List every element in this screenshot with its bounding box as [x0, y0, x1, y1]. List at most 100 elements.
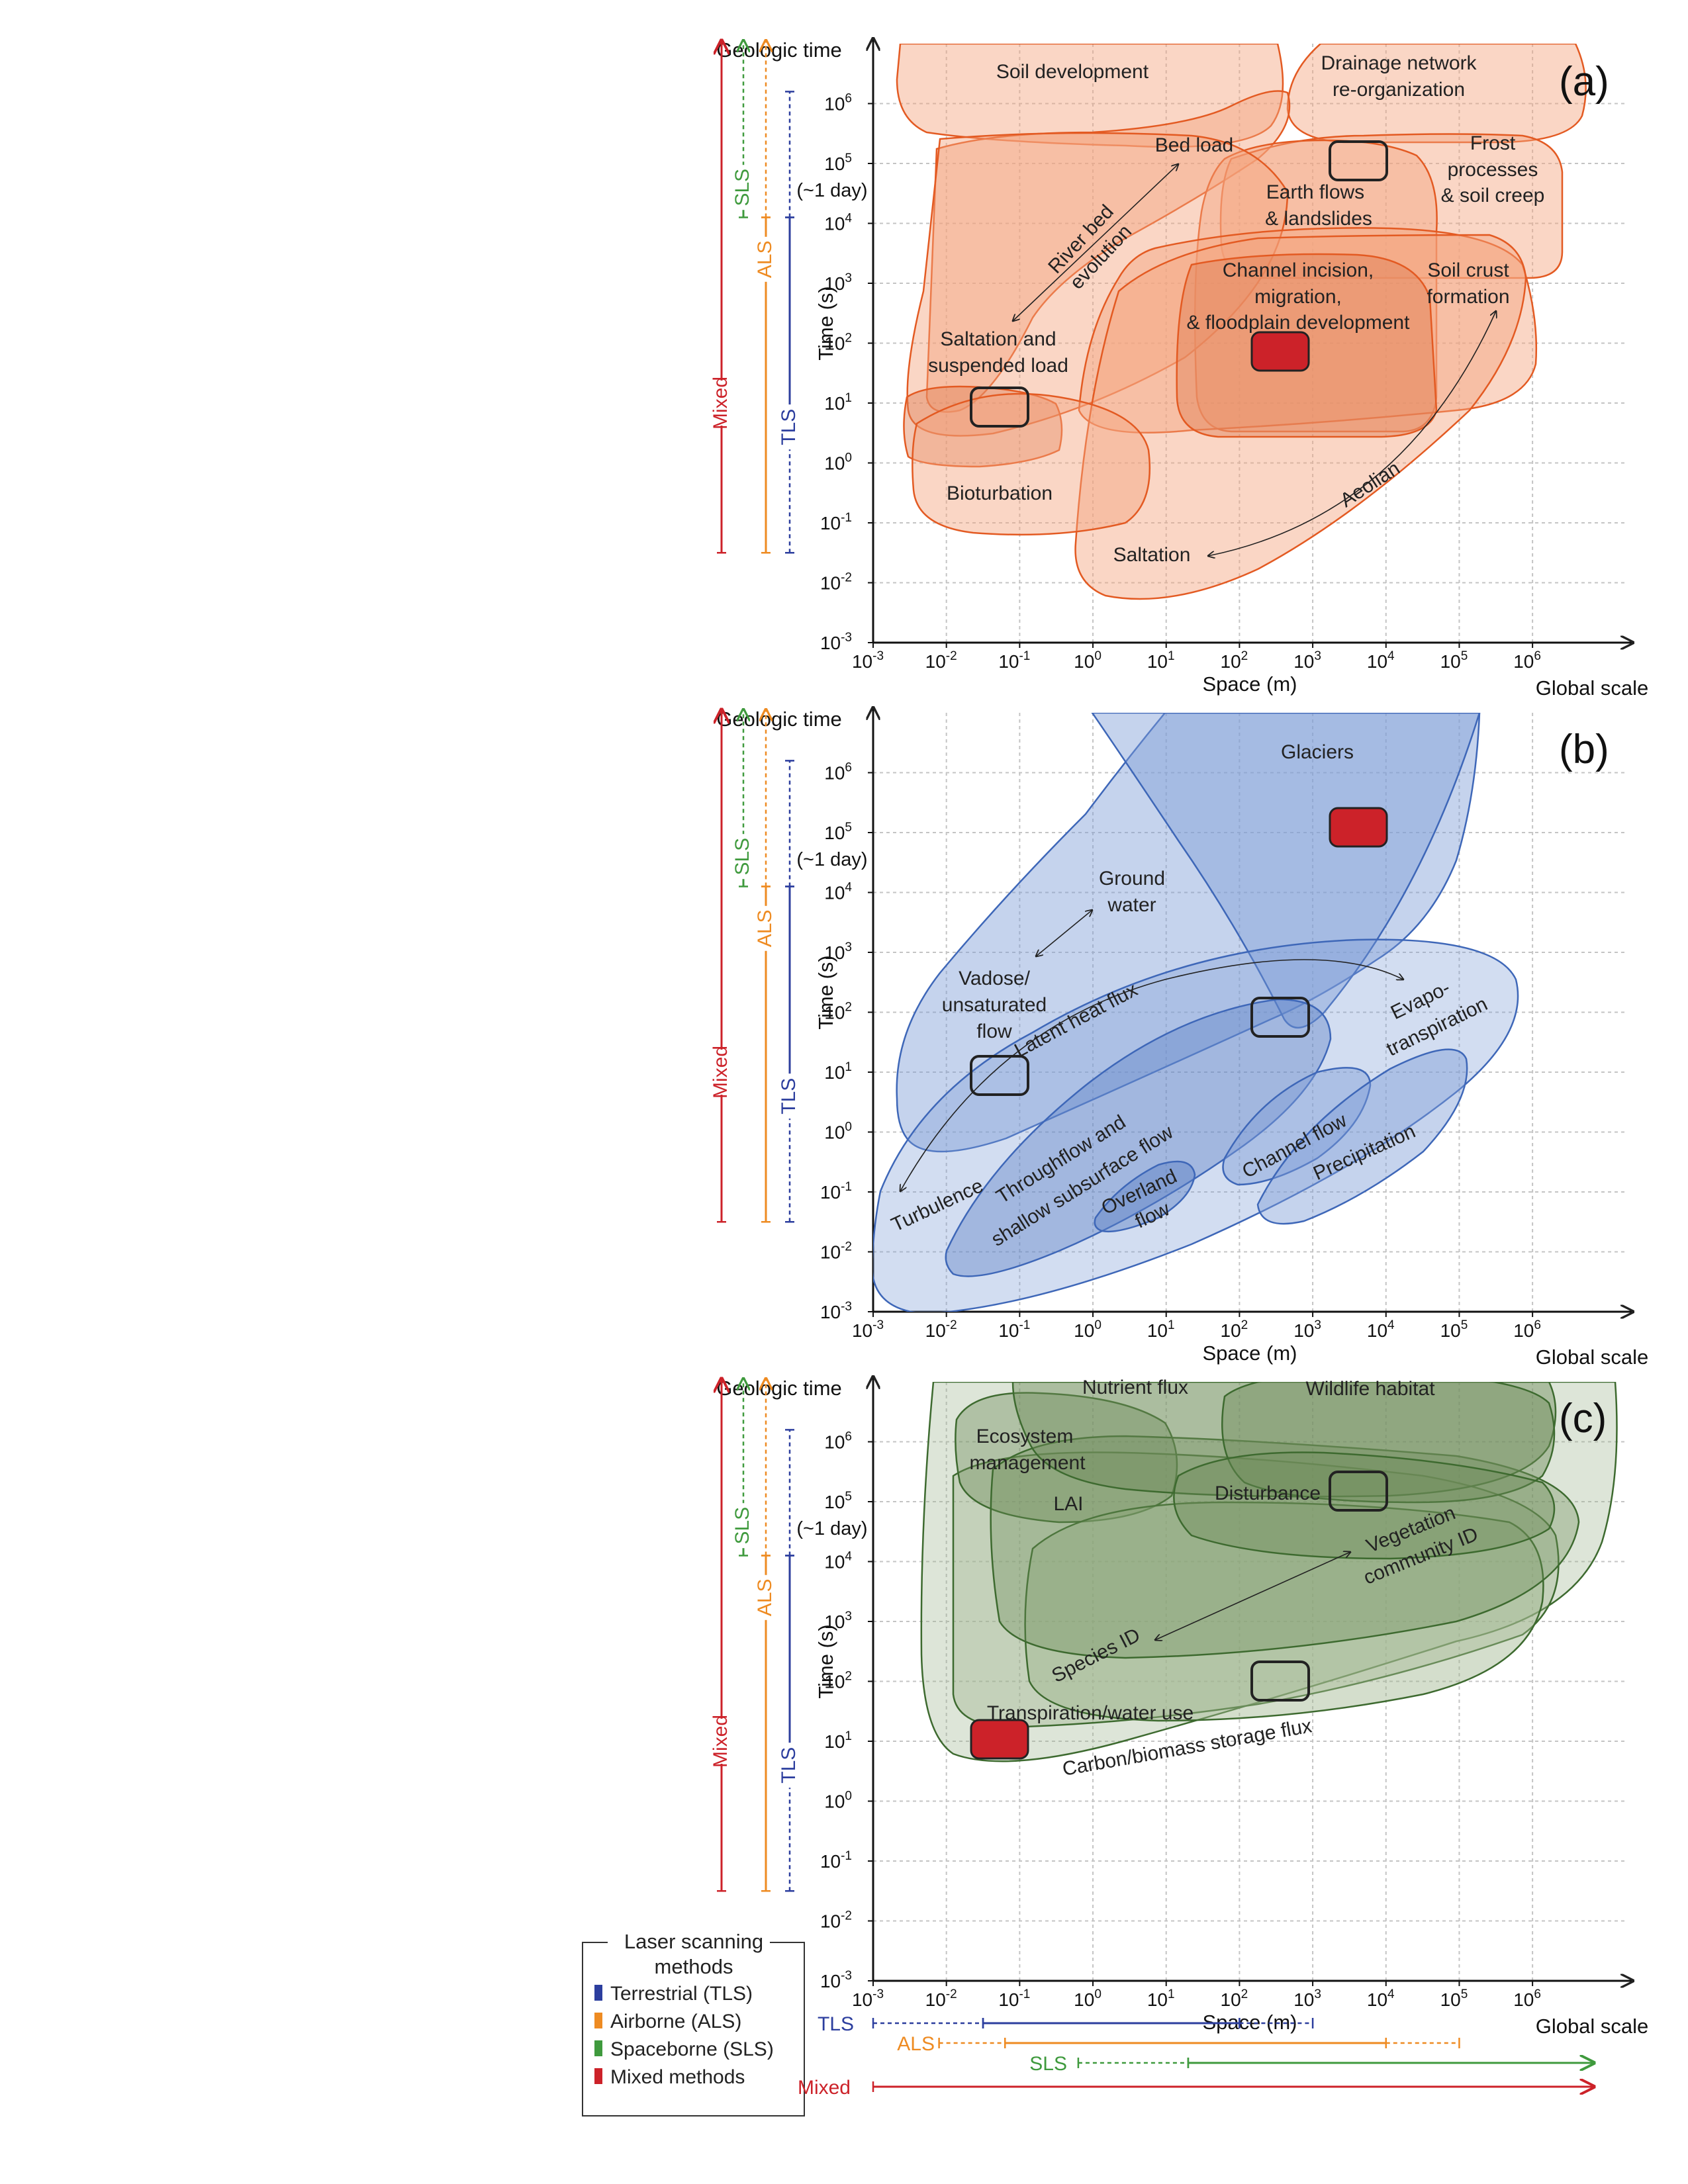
x-tick-label: 103 [1293, 649, 1321, 672]
y-tick-label: 10-1 [820, 1849, 852, 1872]
y-tick-label: 105 [824, 821, 852, 843]
x-tick-label: 105 [1440, 1318, 1468, 1341]
legend-item-tls: Terrestrial (TLS) [594, 1983, 753, 2005]
x-tick-label: 106 [1513, 1987, 1541, 2010]
space-range-label-mixed: Mixed [798, 2077, 851, 2099]
legend-swatch-mixed [594, 2068, 602, 2084]
x-tick-label: 10-2 [925, 1987, 957, 2010]
space-range-label-tls: TLS [818, 2013, 854, 2035]
legend: Laser scanning methods Terrestrial (TLS)… [582, 1930, 805, 2116]
label-vadose-2: unsaturated [942, 994, 1047, 1016]
panel-label-b: (b) [1559, 727, 1609, 772]
x-tick-label: 101 [1147, 1987, 1175, 2010]
x-axis-title: Space (m) [1203, 1342, 1297, 1365]
time-range-sls: SLS [731, 1379, 753, 1557]
y-tick-label: 10-1 [820, 1180, 852, 1203]
time-range-label-sls: SLS [731, 169, 753, 206]
x-tick-label: 10-3 [852, 649, 884, 672]
tls-footprint-box [970, 387, 1029, 428]
label-frost-3: & soil creep [1441, 185, 1545, 206]
label-saltation-suspended-1: Saltation and [940, 328, 1056, 350]
time-range-label-tls: TLS [778, 409, 800, 445]
panel-c: 10-3 10-2 10-1 100 101 102 103 104 105 106 10-3 10-… [710, 1373, 1648, 2038]
one-day-label: (~1 day) [796, 849, 867, 870]
y-tick-label: 10-2 [820, 1909, 852, 1932]
label-soil-development: Soil development [996, 61, 1149, 83]
space-range-als: ALS [897, 2033, 1460, 2055]
mixed-footprint-box [1250, 331, 1310, 372]
x-tick-label: 102 [1221, 1318, 1248, 1341]
x-axis-title: Space (m) [1203, 672, 1297, 696]
time-range-label-tls: TLS [778, 1078, 800, 1115]
aeolian-arrow [1208, 311, 1496, 556]
time-range-tls: TLS [778, 91, 800, 554]
y-tick-label: 105 [824, 152, 852, 174]
y-tick-label: 100 [824, 1120, 852, 1143]
time-range-sls: SLS [731, 709, 753, 887]
label-ecosystem-2: management [969, 1452, 1086, 1474]
x-tick-label: 101 [1147, 649, 1175, 672]
mixed-footprint-box-b [1329, 807, 1388, 848]
panel-label-a: (a) [1559, 59, 1609, 105]
region-ecosystem-management [955, 1392, 1178, 1524]
region-nutrient-flux [1011, 1382, 1557, 1498]
label-nutrient-flux: Nutrient flux [1082, 1377, 1188, 1398]
one-day-label: (~1 day) [796, 1518, 867, 1539]
panel-a-axes: 10-3 10-2 10-1 100 101 102 103 104 105 106 10-3 10-… [710, 38, 1648, 700]
label-bed-load: Bed load [1155, 134, 1233, 156]
y-tick-label: 106 [824, 1430, 852, 1453]
sls-footprint-box-c [1329, 1471, 1388, 1512]
x-tick-label: 105 [1440, 1987, 1468, 2010]
time-range-mixed: Mixed [710, 709, 731, 1223]
panel-b: 10-3 10-2 10-1 100 101 102 103 104 105 106 10-3 10-… [710, 707, 1648, 1369]
legend-label-als: Airborne (ALS) [610, 2011, 741, 2032]
legend-swatch-tls [594, 1985, 602, 2001]
legend-items: Terrestrial (TLS) Airborne (ALS) Spaceborn… [594, 1983, 774, 2088]
river-bed-arrow [1013, 164, 1178, 321]
time-range-tls: TLS [778, 760, 800, 1223]
x-tick-label: 10-3 [852, 1987, 884, 2010]
region-wildlife-habitat [1221, 1382, 1556, 1504]
space-range-mixed: Mixed [798, 2077, 1594, 2099]
x-tick-label: 106 [1513, 1318, 1541, 1341]
time-range-sls: SLS [731, 40, 753, 218]
y-tick-label: 100 [824, 451, 852, 474]
y-tick-label: 10-3 [820, 1300, 852, 1322]
y-axis-title: Time (s) [814, 1624, 837, 1699]
y-tick-label: 10-2 [820, 1240, 852, 1263]
label-wildlife-habitat: Wildlife habitat [1305, 1378, 1435, 1400]
region-bioturbation [912, 392, 1151, 536]
space-range-label-sls: SLS [1029, 2053, 1067, 2075]
y-tick-label: 10-2 [820, 571, 852, 594]
x-tick-label: 102 [1221, 649, 1248, 672]
label-drainage-2: re-organization [1333, 79, 1465, 101]
x-tick-label: 100 [1074, 1987, 1102, 2010]
label-ground-1: Ground [1099, 868, 1165, 889]
x-tick-label: 10-1 [998, 649, 1030, 672]
groundwater-arrow [1036, 910, 1092, 956]
label-channel-2: migration, [1254, 286, 1342, 308]
x-tick-label: 10-2 [925, 649, 957, 672]
x-tick-label: 105 [1440, 649, 1468, 672]
time-range-als: ALS [754, 1379, 776, 1892]
time-range-als: ALS [754, 709, 776, 1223]
legend-item-als: Airborne (ALS) [594, 2011, 741, 2032]
y-tick-label: 106 [824, 92, 852, 114]
label-disturbance: Disturbance [1215, 1482, 1321, 1504]
space-range-sls: SLS [1029, 2053, 1594, 2075]
time-range-label-als: ALS [754, 909, 776, 947]
time-range-label-als: ALS [754, 240, 776, 278]
x-tick-label: 10-3 [852, 1318, 884, 1341]
y-axis-title: Time (s) [814, 286, 837, 361]
label-glaciers: Glaciers [1281, 741, 1354, 763]
x-tick-label: 103 [1293, 1318, 1321, 1341]
geologic-time-label: Geologic time [716, 707, 842, 731]
x-tick-label: 10-1 [998, 1318, 1030, 1341]
space-range-label-als: ALS [897, 2033, 935, 2055]
time-range-mixed: Mixed [710, 40, 731, 554]
y-tick-label: 104 [824, 212, 852, 234]
global-scale-label: Global scale [1536, 2015, 1649, 2038]
label-earth-2: & landslides [1265, 208, 1372, 230]
time-range-label-mixed: Mixed [710, 1715, 731, 1768]
x-tick-label: 100 [1074, 649, 1102, 672]
